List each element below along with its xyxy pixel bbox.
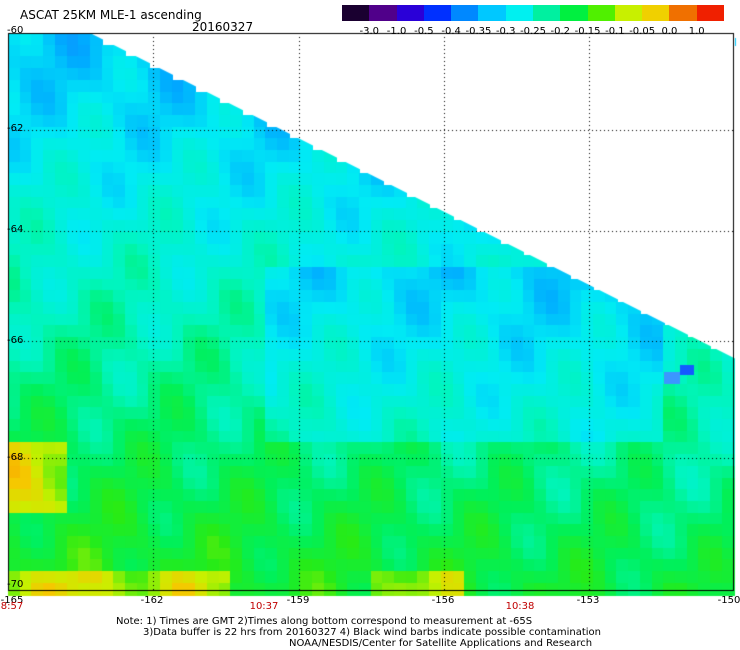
colorbar-segment bbox=[396, 5, 425, 21]
plot-title: ASCAT 25KM MLE-1 ascending bbox=[20, 8, 202, 22]
plot-date: 20160327 bbox=[192, 20, 254, 34]
colorbar-label: -1.0 bbox=[386, 26, 407, 37]
colorbar-segment bbox=[423, 5, 452, 21]
lat-label-62: -62 bbox=[7, 123, 24, 134]
lat-label-64: -64 bbox=[7, 224, 24, 235]
colorbar-segment bbox=[369, 5, 398, 21]
time-label-1038: 10:38 bbox=[505, 601, 535, 612]
lat-label-68: -68 bbox=[7, 452, 24, 463]
colorbar-label: -0.3 bbox=[495, 26, 516, 37]
colorbar-label: -0.35 bbox=[465, 26, 492, 37]
colorbar-segment bbox=[342, 5, 370, 21]
colorbar-label: -3.0 bbox=[359, 26, 380, 37]
colorbar-segment bbox=[533, 5, 561, 21]
colorbar-label: 1.0 bbox=[688, 26, 705, 37]
colorbar-segment bbox=[560, 5, 589, 21]
lat-label-60: -60 bbox=[7, 25, 24, 36]
colorbar-segment bbox=[669, 5, 698, 21]
colorbar-segment bbox=[505, 5, 534, 21]
note-line-2: 3)Data buffer is 22 hrs from 20160327 4)… bbox=[143, 627, 601, 638]
colorbar-segment bbox=[587, 5, 616, 21]
lon-label-153: -153 bbox=[576, 595, 600, 606]
colorbar-segment bbox=[614, 5, 643, 21]
note-line-3: NOAA/NESDIS/Center for Satellite Applica… bbox=[289, 638, 593, 649]
lat-label-70: -70 bbox=[7, 579, 24, 590]
colorbar-segment bbox=[642, 5, 670, 21]
lon-label-159: -159 bbox=[286, 595, 310, 606]
colorbar-segment bbox=[451, 5, 479, 21]
note-line-1: Note: 1) Times are GMT 2)Times along bot… bbox=[116, 616, 533, 627]
colorbar-label: -0.05 bbox=[629, 26, 656, 37]
time-label-0857: 8:57 bbox=[0, 601, 24, 612]
colorbar-label: -0.5 bbox=[414, 26, 434, 37]
lon-label-156: -156 bbox=[431, 595, 455, 606]
colorbar-label: -0.1 bbox=[605, 26, 625, 37]
lon-label-150: -150 bbox=[717, 595, 740, 606]
time-label-1037: 10:37 bbox=[249, 601, 279, 612]
lon-label-165: -165 bbox=[0, 595, 24, 606]
lat-label-66: -66 bbox=[7, 335, 24, 346]
colorbar-label: 0.0 bbox=[661, 26, 678, 37]
colorbar bbox=[342, 5, 725, 21]
colorbar-label: -0.2 bbox=[550, 26, 571, 37]
colorbar-segment bbox=[696, 5, 725, 21]
colorbar-label: -0.25 bbox=[520, 26, 546, 37]
colorbar-label: -0.4 bbox=[441, 26, 461, 37]
colorbar-label: -0.15 bbox=[574, 26, 601, 37]
lon-label-162: -162 bbox=[140, 595, 164, 606]
colorbar-segment bbox=[478, 5, 507, 21]
